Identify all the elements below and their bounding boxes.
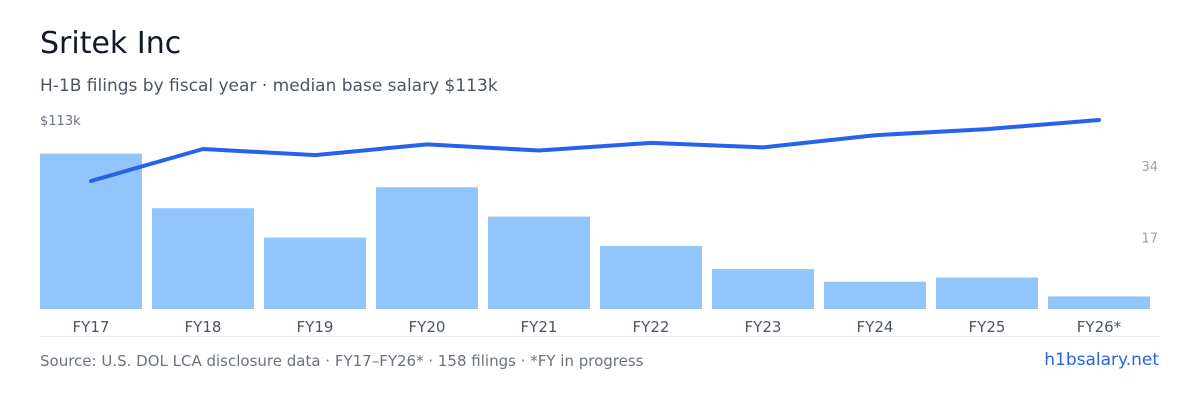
bar-fy24 [824,281,926,309]
x-tick-label: FY25 [969,318,1006,336]
right-axis-tick-label: 17 [1141,232,1158,247]
left-axis-tick-label: $113k [40,114,81,129]
brand-link[interactable]: h1bsalary.net [1044,350,1159,370]
chart-subtitle: H-1B filings by fiscal year · median bas… [40,76,498,96]
bar-fy23 [712,269,814,309]
bar-fy22 [600,246,702,309]
bar-fy18 [152,208,254,309]
salary-line [89,118,1101,183]
x-axis-labels: FY17 FY18 FY19 FY20 FY21 FY22 FY23 FY24 FY25 FY26… [73,318,1122,336]
x-tick-label: FY26* [1077,318,1122,336]
bar-fy19 [264,237,366,309]
bar-fy25 [936,277,1038,309]
x-tick-label: FY18 [185,318,222,336]
bar-fy26 [1048,296,1150,309]
source-note: Source: U.S. DOL LCA disclosure data · F… [40,352,644,370]
x-tick-label: FY22 [633,318,670,336]
x-tick-label: FY17 [73,318,110,336]
bar-series [40,153,1150,309]
bar-fy20 [376,187,478,309]
x-tick-label: FY19 [297,318,334,336]
x-tick-label: FY23 [745,318,782,336]
bar-fy17 [40,153,142,309]
x-tick-label: FY24 [857,318,894,336]
bar-fy21 [488,216,590,309]
x-tick-label: FY21 [521,318,558,336]
line-series [89,118,1101,183]
x-tick-label: FY20 [409,318,446,336]
right-axis-ticks: 34 17 [1141,160,1158,246]
chart-title: Sritek Inc [40,26,182,61]
right-axis-tick-label: 34 [1141,160,1158,175]
